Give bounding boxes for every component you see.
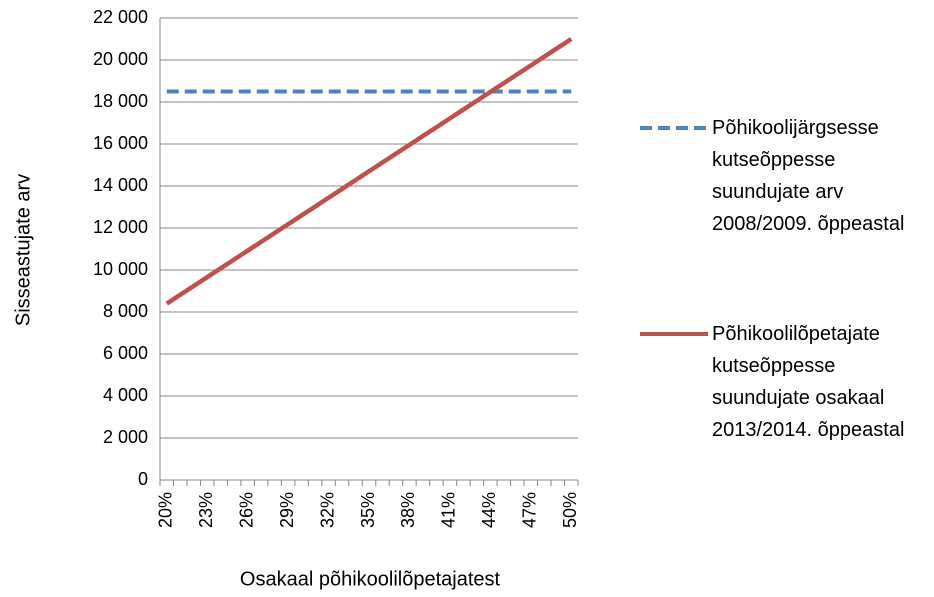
series-line [165, 37, 573, 306]
x-tick-label: 50% [560, 492, 580, 528]
y-axis-title: Sisseastujate arv [12, 174, 34, 326]
y-tick-label: 6 000 [103, 343, 148, 363]
x-tick-label: 41% [439, 492, 459, 528]
y-tick-label: 0 [138, 469, 148, 489]
y-tick-label: 4 000 [103, 385, 148, 405]
y-tick-label: 22 000 [93, 7, 148, 27]
y-tick-label: 20 000 [93, 49, 148, 69]
y-tick-label: 14 000 [93, 175, 148, 195]
x-tick-label: 29% [277, 492, 297, 528]
x-tick-label: 38% [398, 492, 418, 528]
y-tick-label: 10 000 [93, 259, 148, 279]
y-tick-label: 18 000 [93, 91, 148, 111]
x-tick-label: 47% [520, 492, 540, 528]
x-axis-title: Osakaal põhikoolilõpetajatest [240, 568, 501, 590]
y-tick-label: 16 000 [93, 133, 148, 153]
legend-label: Põhikoolijärgsesse kutseõppesse suunduja… [712, 117, 905, 235]
x-tick-label: 32% [317, 492, 337, 528]
x-tick-label: 35% [358, 492, 378, 528]
y-tick-label: 8 000 [103, 301, 148, 321]
x-tick-label: 20% [155, 492, 175, 528]
y-tick-label: 2 000 [103, 427, 148, 447]
x-tick-label: 44% [479, 492, 499, 528]
legend-label: Põhikoolilõpetajate kutseõppesse suunduj… [712, 323, 905, 441]
x-tick-label: 26% [236, 492, 256, 528]
y-tick-label: 12 000 [93, 217, 148, 237]
x-tick-label: 23% [196, 492, 216, 528]
